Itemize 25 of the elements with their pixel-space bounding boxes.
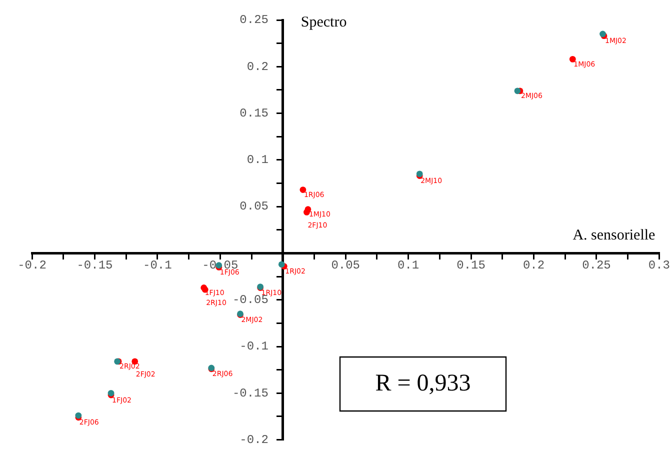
x-tick-label: 0.3 bbox=[648, 258, 670, 273]
point bbox=[304, 208, 310, 216]
x-tick-label: 0.15 bbox=[456, 258, 486, 273]
x-tick-label: -0.1 bbox=[143, 258, 172, 273]
y-tick-label: 0.25 bbox=[240, 13, 283, 28]
y-tick-label: -0.2 bbox=[240, 432, 283, 447]
y-tick-label: 0.2 bbox=[246, 60, 283, 74]
y-tick-label: -0.1 bbox=[240, 340, 283, 354]
x-tick-label: 0.1 bbox=[398, 258, 420, 273]
y-tick-label: 0.15 bbox=[240, 106, 283, 120]
y-tick-label: -0.15 bbox=[232, 386, 283, 400]
point bbox=[278, 261, 285, 268]
x-tick-label: -0.2 bbox=[18, 258, 46, 273]
y-tick-label: 0.05 bbox=[240, 200, 283, 214]
x-axis-title: A. sensorielle bbox=[572, 228, 656, 244]
x-tick-label: 0.2 bbox=[522, 258, 545, 273]
annotation: R = 0,933 bbox=[375, 370, 471, 396]
x-tick-label: 0.25 bbox=[582, 258, 611, 273]
point bbox=[300, 186, 306, 193]
y-tick-label: 0.1 bbox=[246, 153, 283, 168]
point bbox=[514, 88, 521, 94]
y-axis-title: Spectro bbox=[300, 14, 347, 30]
x-tick-label: 0.05 bbox=[331, 258, 360, 273]
point bbox=[569, 56, 576, 62]
x-tick-label: -0.15 bbox=[76, 258, 113, 273]
